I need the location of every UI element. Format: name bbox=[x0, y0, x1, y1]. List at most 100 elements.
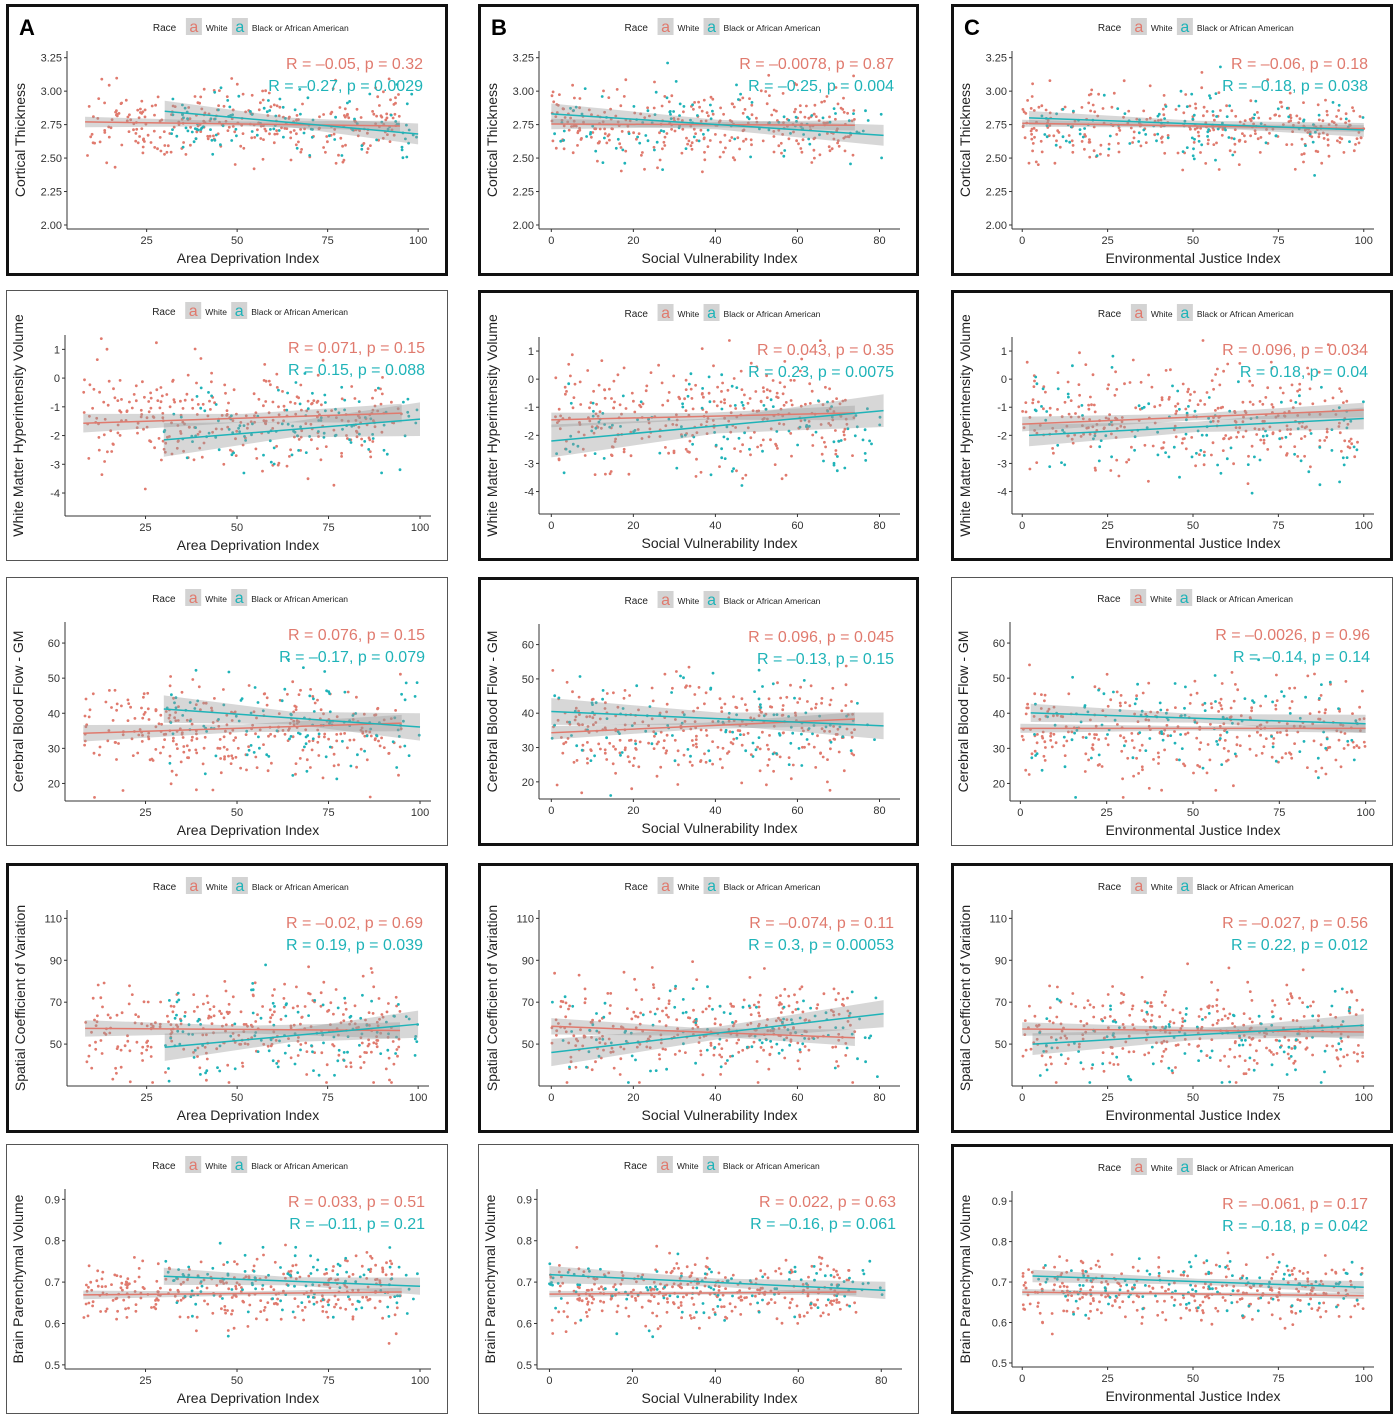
legend-key-bg bbox=[231, 589, 248, 606]
data-point bbox=[262, 138, 265, 142]
data-point bbox=[269, 105, 273, 109]
data-point bbox=[603, 1001, 607, 1005]
data-point bbox=[230, 710, 233, 714]
data-point bbox=[690, 141, 694, 145]
data-point bbox=[1307, 470, 1311, 474]
data-point bbox=[658, 451, 662, 455]
data-point bbox=[376, 706, 380, 710]
data-point bbox=[1288, 712, 1292, 715]
data-point bbox=[395, 83, 399, 86]
data-point bbox=[719, 1065, 723, 1069]
data-point bbox=[658, 435, 662, 438]
data-point bbox=[662, 140, 666, 144]
data-point bbox=[550, 1041, 554, 1045]
data-point bbox=[713, 1022, 717, 1026]
data-point bbox=[87, 105, 91, 108]
data-point bbox=[1083, 127, 1086, 130]
stat-label-black: R = 0.23, p = 0.0075 bbox=[748, 364, 894, 381]
data-point bbox=[194, 668, 198, 672]
data-point bbox=[755, 116, 758, 120]
stat-label-black: R = –0.14, p = 0.14 bbox=[1233, 649, 1370, 666]
data-point bbox=[332, 1035, 336, 1039]
data-point bbox=[1340, 390, 1343, 393]
data-point bbox=[152, 416, 156, 419]
data-point bbox=[233, 130, 237, 134]
data-point bbox=[227, 670, 231, 674]
data-point bbox=[374, 388, 377, 392]
data-point bbox=[630, 724, 634, 727]
data-point bbox=[728, 139, 732, 143]
data-point bbox=[1185, 413, 1189, 417]
chart-panel-a1: A Race a White a Black or African American 2.0… bbox=[6, 4, 448, 276]
data-point bbox=[624, 1029, 627, 1033]
data-point bbox=[154, 103, 158, 107]
data-point bbox=[185, 392, 189, 396]
data-point bbox=[858, 1017, 861, 1021]
data-point bbox=[1045, 124, 1049, 127]
data-point bbox=[173, 716, 177, 720]
data-point bbox=[1326, 143, 1330, 147]
data-point bbox=[757, 1022, 761, 1026]
data-point bbox=[624, 407, 628, 410]
data-point bbox=[1180, 714, 1183, 717]
data-point bbox=[222, 104, 226, 108]
data-point bbox=[667, 417, 671, 421]
data-point bbox=[1093, 434, 1097, 438]
data-point bbox=[590, 429, 594, 433]
data-point bbox=[1192, 157, 1196, 161]
data-point bbox=[209, 117, 213, 121]
data-point bbox=[267, 99, 270, 102]
data-point bbox=[614, 114, 618, 118]
data-point bbox=[140, 706, 143, 710]
data-point bbox=[140, 1051, 144, 1055]
data-point bbox=[772, 130, 776, 133]
data-point bbox=[295, 132, 298, 136]
data-point bbox=[278, 105, 282, 109]
data-point bbox=[1250, 491, 1254, 495]
data-point bbox=[659, 730, 663, 734]
chart-panel-a2: Race a White a Black or African American -4 -3… bbox=[6, 290, 448, 561]
data-point bbox=[1040, 114, 1044, 118]
data-point bbox=[1289, 119, 1293, 123]
data-point bbox=[123, 1044, 127, 1048]
data-point bbox=[1176, 402, 1180, 406]
data-point bbox=[1293, 445, 1297, 448]
data-point bbox=[831, 686, 835, 690]
data-point bbox=[583, 87, 587, 90]
data-point bbox=[837, 992, 840, 995]
data-point bbox=[1119, 704, 1122, 708]
data-point bbox=[795, 139, 798, 143]
data-point bbox=[724, 728, 728, 732]
data-point bbox=[149, 1055, 153, 1058]
data-point bbox=[554, 415, 557, 419]
data-point bbox=[622, 95, 626, 98]
data-point bbox=[752, 1003, 756, 1007]
data-point bbox=[1230, 109, 1234, 113]
data-point bbox=[113, 396, 117, 400]
data-point bbox=[1335, 115, 1338, 118]
data-point bbox=[603, 751, 607, 755]
data-point bbox=[263, 127, 267, 131]
x-tick-label: 25 bbox=[141, 235, 153, 247]
legend-label-white: White bbox=[1151, 882, 1173, 892]
data-point bbox=[1180, 747, 1184, 750]
data-point bbox=[794, 1008, 798, 1011]
data-point bbox=[706, 417, 710, 420]
data-point bbox=[806, 427, 809, 431]
data-point bbox=[1218, 737, 1222, 740]
data-point bbox=[1338, 709, 1341, 713]
data-point bbox=[1202, 463, 1206, 467]
data-point bbox=[183, 106, 187, 110]
data-point bbox=[1190, 136, 1194, 140]
data-point bbox=[303, 127, 306, 131]
data-point bbox=[259, 137, 263, 140]
legend-key-bg bbox=[703, 877, 720, 894]
legend-key-glyph: a bbox=[707, 878, 716, 895]
data-point bbox=[1325, 427, 1329, 431]
data-point bbox=[682, 713, 686, 717]
data-point bbox=[559, 414, 562, 418]
data-point bbox=[732, 695, 735, 699]
data-point bbox=[233, 163, 237, 166]
data-point bbox=[753, 430, 756, 434]
data-point bbox=[644, 729, 648, 733]
